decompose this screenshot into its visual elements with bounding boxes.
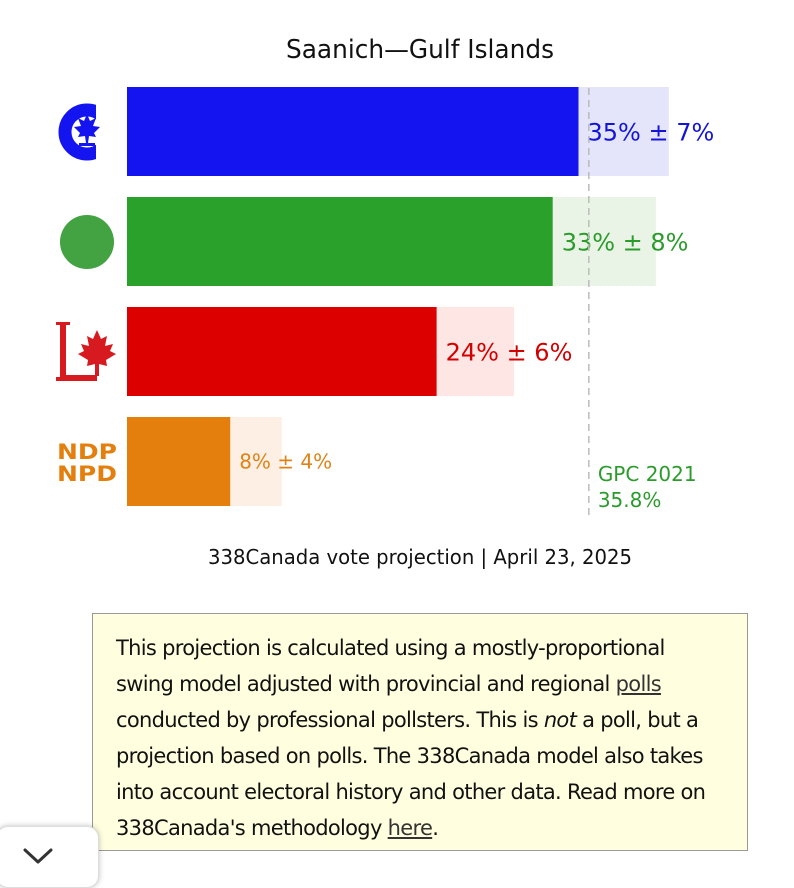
chart-title: Saanich—Gulf Islands — [286, 35, 554, 65]
chart-caption: 338Canada vote projection | April 23, 20… — [208, 545, 632, 569]
lpc-bar — [127, 307, 437, 396]
projection-chart: Saanich—Gulf Islands 35% ± 7% 33% ± 8% 24%… — [56, 35, 715, 569]
note-text-3: a poll, but a projection based on polls.… — [116, 708, 706, 840]
cpc-logo-icon — [58, 103, 120, 161]
lpc-value-label: 24% ± 6% — [446, 339, 573, 367]
note-text-1: This projection is calculated using a mo… — [116, 636, 665, 696]
ndp-logo-line1: NDP — [57, 440, 117, 464]
ndp-logo-icon: NDP NPD — [57, 440, 117, 486]
cpc-value-label: 35% ± 7% — [588, 119, 715, 147]
ndp-bar — [127, 417, 231, 506]
note-text-4: . — [432, 816, 439, 840]
gpc-bar — [127, 197, 553, 286]
note-text-2: conducted by professional pollsters. Thi… — [116, 708, 544, 732]
polls-link[interactable]: polls — [615, 672, 662, 696]
green-party-logo-icon — [60, 215, 114, 269]
chevron-down-icon — [23, 848, 53, 864]
gpc-value-label: 33% ± 8% — [562, 229, 689, 257]
ndp-logo-line2: NPD — [57, 462, 117, 486]
methodology-note: This projection is calculated using a mo… — [92, 613, 748, 851]
ndp-value-label: 8% ± 4% — [239, 450, 332, 474]
methodology-link[interactable]: here — [387, 816, 433, 840]
cpc-bar — [127, 87, 579, 176]
scroll-down-button[interactable] — [0, 826, 99, 888]
reference-label-line1: GPC 2021 — [598, 462, 697, 486]
liberal-logo-icon — [56, 322, 116, 381]
reference-label-line2: 35.8% — [598, 488, 662, 512]
note-emphasis: not — [543, 708, 577, 732]
